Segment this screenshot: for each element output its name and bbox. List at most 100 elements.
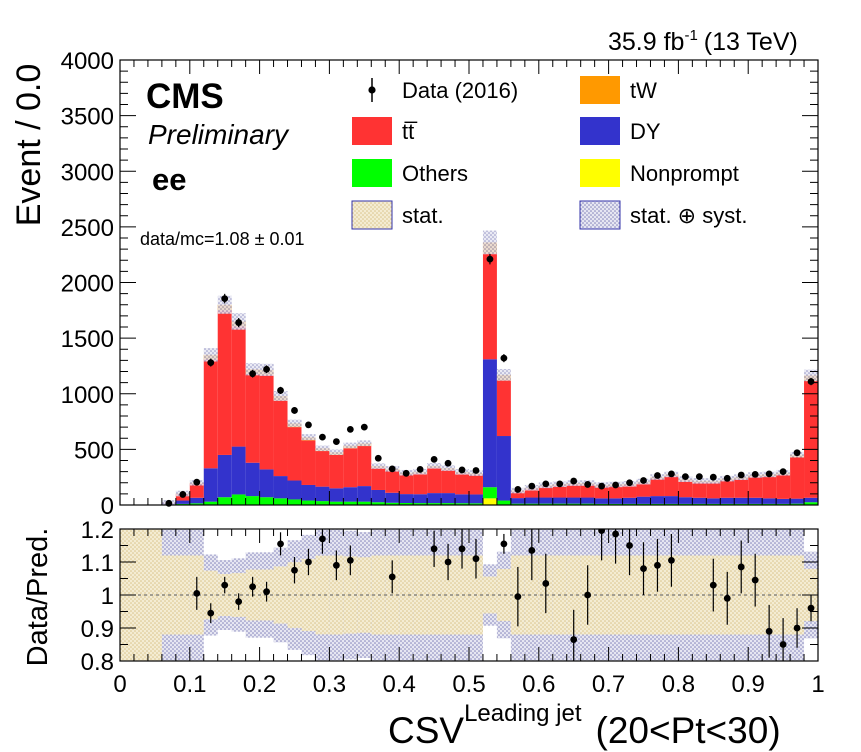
bar-dy-43 <box>720 497 735 504</box>
data-point-21 <box>416 466 424 473</box>
ratio-point-32 <box>751 576 759 584</box>
ratio-point-17 <box>500 540 508 548</box>
bar-tt-36 <box>622 484 637 498</box>
bar-dy-30 <box>538 497 553 504</box>
bar-dy-22 <box>427 493 442 504</box>
ratio-point-2 <box>221 581 229 589</box>
bar-dy-47 <box>776 498 791 504</box>
main-ytick-label-4: 2000 <box>61 271 114 298</box>
bar-tt-28 <box>510 491 525 499</box>
bar-nonprompt-26 <box>482 498 497 505</box>
data-point-15 <box>332 438 340 445</box>
data-point-16 <box>346 425 354 433</box>
bar-dy-44 <box>734 497 749 504</box>
ratio-bands <box>120 529 818 661</box>
data-point-46 <box>765 470 773 478</box>
syst-band-14 <box>315 445 330 452</box>
syst-band-13 <box>301 434 316 441</box>
syst-band-22 <box>427 463 442 469</box>
data-point-6 <box>207 359 215 366</box>
ratio-point-16 <box>472 555 480 563</box>
ratio-point-4 <box>249 583 257 591</box>
ratio-stat-band-14 <box>315 555 330 635</box>
bar-dy-37 <box>636 496 651 504</box>
data-point-23 <box>444 459 452 467</box>
bar-dy-15 <box>329 488 344 502</box>
bar-tt-23 <box>441 469 456 494</box>
data-point-8 <box>235 319 243 326</box>
channel-label: ee <box>152 162 186 197</box>
ratio-ytick-label-2: 1 <box>101 583 114 610</box>
bar-tt-30 <box>538 486 553 498</box>
bar-others-30 <box>538 503 553 505</box>
data-point-38 <box>654 472 661 479</box>
bar-dy-9 <box>245 462 260 497</box>
xtick-label-2: 0.2 <box>243 671 276 698</box>
bar-others-49 <box>804 502 818 505</box>
syst-band-17 <box>357 440 372 447</box>
ratio-stat-band-2 <box>147 529 162 661</box>
x-axis-title-suffix: (20<Pt<30) <box>596 710 781 751</box>
bar-tt-38 <box>650 478 665 497</box>
data-point-9 <box>249 370 257 378</box>
legend-label-data: Data (2016) <box>402 78 518 103</box>
main-y-ticks: 0 500 1000 1500 2000 2500 3000 3500 4000 <box>61 48 819 520</box>
bar-dy-10 <box>259 469 274 498</box>
data-point-47 <box>779 468 787 476</box>
main-ytick-label-1: 500 <box>74 437 114 464</box>
data-point-32 <box>570 477 578 485</box>
data-point-45 <box>751 471 759 478</box>
bar-dy-24 <box>455 494 469 504</box>
xtick-label-1: 0.1 <box>173 671 206 698</box>
bar-tt-16 <box>343 448 358 488</box>
ratio-stat-band-44 <box>734 555 749 635</box>
bar-others-28 <box>510 503 525 505</box>
ratio-point-23 <box>598 529 606 535</box>
data-point-42 <box>709 473 717 481</box>
ratio-stat-band-11 <box>273 566 288 624</box>
legend-label-statsyst: stat. ⊕ syst. <box>630 203 747 228</box>
ratio-stat-band-32 <box>566 555 581 635</box>
ratio-panel: 0.8 0.9 1 1.1 1.2 0 0.1 0.2 0.3 0.4 0.5 0.6 0.7 0.8 0.… <box>81 517 825 698</box>
bar-tt-19 <box>385 470 400 493</box>
legend-swatch-dy <box>580 117 620 145</box>
bar-others-5 <box>189 503 204 505</box>
main-ytick-label-0: 0 <box>101 493 114 520</box>
bar-tt-41 <box>692 482 707 498</box>
syst-band-26 <box>482 230 497 255</box>
ratio-point-30 <box>723 594 731 602</box>
main-ytick-label-5: 2500 <box>61 215 114 242</box>
bar-others-48 <box>790 503 805 505</box>
bar-tt-27 <box>496 380 511 437</box>
data-point-27 <box>500 354 508 362</box>
ratio-point-36 <box>807 604 815 612</box>
legend-label-dy: DY <box>630 119 661 144</box>
bar-tt-35 <box>608 485 623 499</box>
legend-entry-data: Data (2016) <box>368 78 518 103</box>
bar-tt-44 <box>734 478 749 498</box>
legend-swatch-tw <box>580 76 620 104</box>
ratio-stat-band-20 <box>399 555 414 635</box>
bar-others-21 <box>413 503 428 505</box>
ratio-point-24 <box>612 530 619 538</box>
bar-others-26 <box>482 487 497 499</box>
ratio-point-0 <box>193 589 201 597</box>
syst-band-42 <box>706 478 721 484</box>
bar-tt-32 <box>566 484 581 498</box>
bar-dy-21 <box>413 494 428 504</box>
bar-tt-37 <box>636 482 651 497</box>
bar-dy-19 <box>385 492 400 503</box>
lumi-value: 35.9 fb <box>608 28 684 56</box>
data-point-40 <box>681 473 689 481</box>
syst-band-27 <box>496 368 511 381</box>
bar-others-29 <box>524 503 539 505</box>
data-point-19 <box>388 465 396 473</box>
status-label: Preliminary <box>148 119 290 150</box>
bar-others-33 <box>580 503 595 505</box>
bar-tt-8 <box>231 326 246 447</box>
bar-dy-29 <box>524 497 539 504</box>
bar-tt-13 <box>301 440 316 485</box>
data-point-35 <box>612 481 619 489</box>
bar-tt-43 <box>720 479 735 498</box>
bar-tt-29 <box>524 488 539 498</box>
